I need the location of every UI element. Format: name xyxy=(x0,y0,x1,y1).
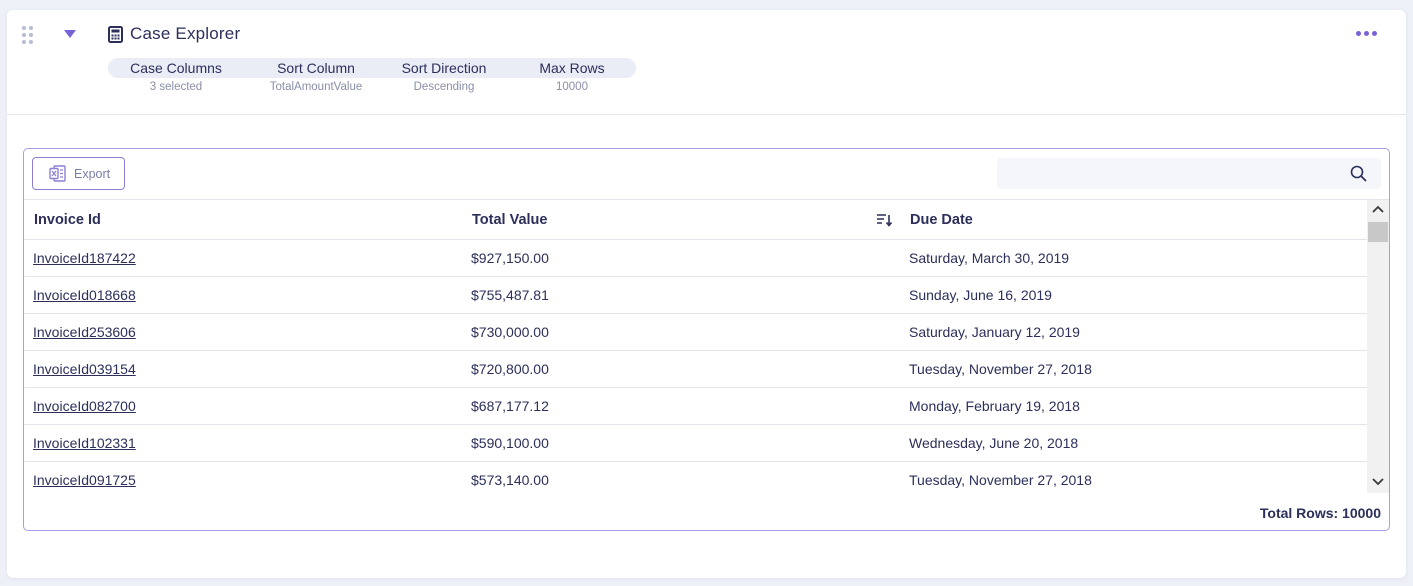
total-value-cell: $720,800.00 xyxy=(471,361,549,377)
results-panel: Export Invoice Id Total Value xyxy=(23,148,1390,531)
excel-icon xyxy=(49,165,66,182)
table-row: InvoiceId187422 $927,150.00 Saturday, Ma… xyxy=(24,240,1367,277)
total-rows-count: Total Rows: 10000 xyxy=(1259,505,1381,521)
setting-label: Sort Direction xyxy=(401,60,487,76)
more-horizontal-icon[interactable] xyxy=(1356,28,1378,38)
table-header: Invoice Id Total Value Due Date xyxy=(24,199,1367,240)
table-row: InvoiceId102331 $590,100.00 Wednesday, J… xyxy=(24,425,1367,462)
total-value-cell: $590,100.00 xyxy=(471,435,549,451)
table-row: InvoiceId018668 $755,487.81 Sunday, June… xyxy=(24,277,1367,314)
chevron-up-icon[interactable] xyxy=(1367,200,1389,220)
column-header-due-date[interactable]: Due Date xyxy=(910,212,973,228)
export-button[interactable]: Export xyxy=(32,157,125,190)
setting-max-rows[interactable]: Max Rows 10000 xyxy=(523,58,621,93)
setting-label: Sort Column xyxy=(277,60,355,76)
setting-sort-direction[interactable]: Sort Direction Descending xyxy=(387,58,501,93)
total-value-cell: $755,487.81 xyxy=(471,287,549,303)
case-explorer-card: Case Explorer Case Columns 3 selected So… xyxy=(7,10,1406,578)
invoice-id-link[interactable]: InvoiceId039154 xyxy=(33,361,136,377)
total-value-cell: $687,177.12 xyxy=(471,398,549,414)
header-divider xyxy=(7,114,1406,115)
chevron-down-icon[interactable] xyxy=(1367,473,1389,493)
invoice-id-link[interactable]: InvoiceId018668 xyxy=(33,287,136,303)
due-date-cell: Tuesday, November 27, 2018 xyxy=(909,472,1092,488)
invoice-id-link[interactable]: InvoiceId187422 xyxy=(33,250,136,266)
setting-label: Max Rows xyxy=(539,60,605,76)
table-row: InvoiceId082700 $687,177.12 Monday, Febr… xyxy=(24,388,1367,425)
table-row: InvoiceId039154 $720,800.00 Tuesday, Nov… xyxy=(24,351,1367,388)
setting-value: 3 selected xyxy=(149,81,203,93)
due-date-cell: Saturday, March 30, 2019 xyxy=(909,250,1070,266)
drag-handle-icon[interactable] xyxy=(22,26,34,44)
invoice-id-link[interactable]: InvoiceId091725 xyxy=(33,472,136,488)
due-date-cell: Wednesday, June 20, 2018 xyxy=(909,435,1079,451)
due-date-cell: Monday, February 19, 2018 xyxy=(909,398,1080,414)
sort-descending-icon[interactable] xyxy=(876,212,893,228)
due-date-cell: Saturday, January 12, 2019 xyxy=(909,324,1080,340)
setting-value: 10000 xyxy=(556,81,588,93)
column-header-total-value[interactable]: Total Value xyxy=(472,212,548,228)
search-box xyxy=(997,158,1381,189)
settings-strip xyxy=(108,58,636,78)
total-value-cell: $927,150.00 xyxy=(471,250,549,266)
table-body: InvoiceId187422 $927,150.00 Saturday, Ma… xyxy=(24,240,1367,493)
table-scrollbar[interactable] xyxy=(1367,199,1389,493)
search-input[interactable] xyxy=(997,158,1337,189)
due-date-cell: Tuesday, November 27, 2018 xyxy=(909,361,1092,377)
column-header-invoice-id[interactable]: Invoice Id xyxy=(34,212,101,228)
setting-value: TotalAmountValue xyxy=(269,81,363,93)
invoice-id-link[interactable]: InvoiceId082700 xyxy=(33,398,136,414)
setting-label: Case Columns xyxy=(130,60,222,76)
scrollbar-thumb[interactable] xyxy=(1368,222,1388,242)
export-label: Export xyxy=(74,166,111,181)
total-value-cell: $730,000.00 xyxy=(471,324,549,340)
invoice-id-link[interactable]: InvoiceId102331 xyxy=(33,435,136,451)
table-row: InvoiceId091725 $573,140.00 Tuesday, Nov… xyxy=(24,462,1367,493)
calculator-icon xyxy=(108,26,123,43)
setting-value: Descending xyxy=(413,81,475,93)
search-icon[interactable] xyxy=(1350,165,1367,182)
invoice-id-link[interactable]: InvoiceId253606 xyxy=(33,324,136,340)
table-row: InvoiceId253606 $730,000.00 Saturday, Ja… xyxy=(24,314,1367,351)
due-date-cell: Sunday, June 16, 2019 xyxy=(909,287,1052,303)
setting-case-columns[interactable]: Case Columns 3 selected xyxy=(117,58,235,93)
setting-sort-column[interactable]: Sort Column TotalAmountValue xyxy=(257,58,375,93)
data-table: Invoice Id Total Value Due Date InvoiceI… xyxy=(24,199,1367,488)
total-value-cell: $573,140.00 xyxy=(471,472,549,488)
collapse-caret-icon[interactable] xyxy=(63,28,77,40)
page-title: Case Explorer xyxy=(130,24,241,43)
